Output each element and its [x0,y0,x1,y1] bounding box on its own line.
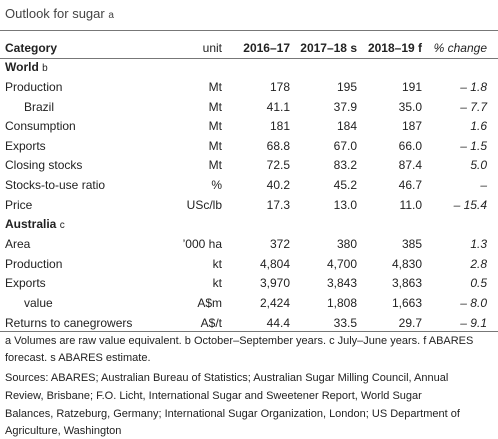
rule [0,331,498,332]
cell: 3,843 [326,276,357,291]
row-label: Price [5,197,33,212]
cell: 13.0 [333,197,357,212]
cell: 385 [401,237,422,252]
row-label: Brazil [24,99,55,114]
cell: 37.9 [333,99,357,114]
row-label: Stocks-to-use ratio [5,178,106,192]
footnote: Balances, Ratzeburg, Germany; Internatio… [5,408,460,420]
cell: 1,663 [391,296,422,310]
cell: 40.2 [266,178,290,192]
cell: 67.0 [333,138,357,153]
column-header: 2018–19 f [367,41,422,55]
cell: 35.0 [398,99,422,114]
row-label: Production [5,80,63,94]
cell: Mt [208,99,222,114]
table-title: Outlook for sugar a [5,7,114,23]
cell: 2.8 [470,256,487,271]
cell: 46.7 [398,178,422,192]
section-note: b [42,63,48,74]
cell: % [211,178,222,192]
cell: 72.5 [266,158,290,173]
cell: – 1.5 [460,138,487,153]
cell: 1.6 [470,119,487,134]
cell: 184 [336,119,357,134]
column-header: 2016–17 [243,41,290,55]
section-label: World b [5,60,48,76]
cell: – 7.7 [460,99,487,114]
cell: – 9.1 [460,315,487,330]
cell: 68.8 [266,138,290,153]
row-label: Returns to canegrowers [5,315,133,330]
cell: 44.4 [266,315,290,330]
cell: ’000 ha [182,237,222,252]
cell: 66.0 [398,138,422,153]
cell: 11.0 [399,197,422,212]
cell: 380 [336,237,357,252]
cell: – 15.4 [453,197,487,212]
cell: – 1.8 [460,80,487,94]
cell: 178 [269,80,290,94]
row-label: Consumption [5,119,76,134]
cell: 4,804 [259,256,290,271]
row-label: Closing stocks [5,158,83,173]
footnote: forecast. s ABARES estimate. [5,352,151,364]
title-note: a [108,10,114,21]
cell: 4,700 [326,256,357,271]
cell: Mt [208,119,222,134]
footnote: Agriculture, Washington [5,425,122,437]
cell: 41.1 [266,99,290,114]
cell: – 8.0 [460,296,487,310]
cell: A$/t [200,315,222,330]
column-header: Category [5,41,58,55]
footnote: Review, Brisbane; F.O. Licht, Internatio… [5,390,422,402]
section-title: Australia [5,217,57,232]
cell: – [480,178,487,192]
cell: 187 [401,119,422,134]
row-label: Exports [5,138,46,153]
cell: 372 [269,237,290,252]
column-header: 2017–18 s [300,41,357,55]
cell: kt [212,276,222,291]
cell: 5.0 [470,158,487,173]
cell: A$m [197,296,222,310]
row-label: Exports [5,276,46,291]
cell: 1.3 [470,237,487,252]
cell: 181 [269,119,290,134]
cell: kt [212,256,222,271]
cell: 83.2 [333,158,357,173]
cell: Mt [208,158,222,173]
cell: 45.2 [333,178,357,192]
cell: 195 [336,80,357,94]
rule [0,58,498,59]
cell: 17.3 [266,197,290,212]
footnote: Sources: ABARES; Australian Bureau of St… [5,372,449,384]
cell: 29.7 [398,315,422,330]
cell: 2,424 [259,296,290,310]
column-header: unit [202,41,222,55]
row-label: Production [5,256,63,271]
cell: 191 [401,80,422,94]
cell: 87.4 [398,158,422,173]
row-label: value [24,296,53,310]
section-title: World [5,60,39,74]
cell: Mt [208,138,222,153]
cell: 4,830 [391,256,422,271]
section-label: Australia c [5,217,65,233]
rule [0,30,498,31]
cell: 0.5 [470,276,487,291]
section-note: c [59,220,65,232]
cell: 3,970 [259,276,290,291]
row-label: Area [5,237,31,252]
cell: 1,808 [326,296,357,310]
cell: Mt [208,80,222,94]
cell: 33.5 [333,315,357,330]
column-header: % change [433,41,487,55]
cell: USc/lb [186,197,222,212]
cell: 3,863 [391,276,422,291]
footnote: a Volumes are raw value equivalent. b Oc… [5,335,474,347]
title-text: Outlook for sugar [5,6,105,21]
